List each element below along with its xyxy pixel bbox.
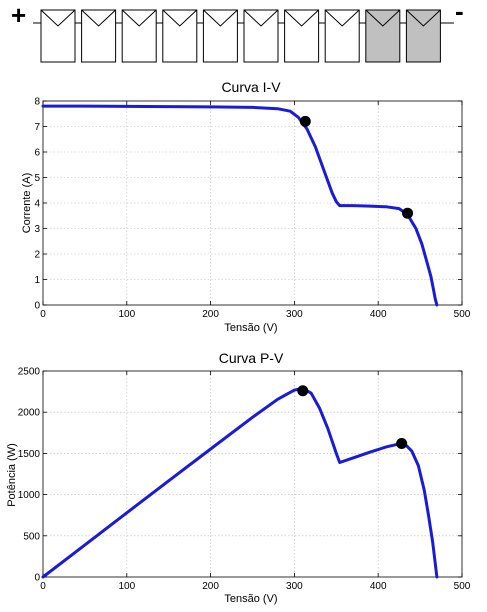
pv-x-tick-label: 500	[454, 581, 471, 592]
pv-module	[81, 9, 117, 63]
pv-module	[243, 9, 279, 63]
bypass-diode-mark	[365, 9, 401, 27]
pv-y-tick-label: 2500	[18, 367, 41, 378]
iv-mpp-marker	[402, 207, 414, 219]
iv-x-tick-label: 500	[454, 309, 471, 320]
pv-curve-chart: Curva P-V Tensão (V) Potência (W) 0 100 20…	[6, 350, 471, 605]
pv-x-axis-label: Tensão (V)	[224, 593, 277, 605]
pv-module-body	[40, 9, 76, 63]
pv-module	[121, 9, 157, 63]
bypass-diode-mark	[406, 9, 441, 27]
iv-y-tick-label: 7	[34, 122, 40, 133]
pv-x-tick-label: 100	[118, 581, 135, 592]
pv-module-body	[243, 9, 279, 63]
pv-y-axis-label: Potência (W)	[6, 443, 18, 507]
pv-module	[324, 9, 360, 63]
iv-curve-chart: Curva I-V Tensão (V) Corrente (A) 0 100 20…	[21, 79, 471, 334]
pv-y-tick-label: 1000	[18, 490, 41, 501]
pv-string-diagram: + -	[11, 0, 464, 63]
iv-y-tick-label: 5	[34, 173, 40, 184]
iv-x-tick-label: 0	[40, 309, 46, 320]
bypass-diode-mark	[121, 9, 157, 27]
pv-module-body	[365, 9, 401, 63]
pv-module-body	[405, 9, 441, 63]
iv-x-tick-label: 200	[202, 309, 219, 320]
positive-terminal-label: +	[11, 0, 26, 30]
iv-y-tick-label: 4	[34, 199, 40, 210]
iv-x-axis-label: Tensão (V)	[224, 322, 277, 334]
pv-x-tick-label: 0	[40, 581, 46, 592]
pv-module-shaded	[405, 9, 441, 63]
pv-y-tick-label: 2000	[18, 408, 41, 419]
pv-plot-area: 0 100 200 300 400 500 0 500 1000 1500 2000 2500	[18, 367, 471, 593]
pv-x-tick-label: 200	[202, 581, 219, 592]
iv-x-tick-label: 300	[286, 309, 303, 320]
bypass-diode-mark	[243, 9, 279, 27]
pv-mpp-marker	[297, 385, 309, 397]
pv-module	[162, 9, 198, 63]
bypass-diode-mark	[324, 9, 360, 27]
iv-axes-frame	[42, 100, 463, 306]
pv-chart-title: Curva P-V	[219, 350, 284, 366]
iv-series-line	[41, 104, 439, 307]
pv-module-body	[324, 9, 360, 63]
iv-y-tick-label: 0	[34, 301, 40, 312]
pv-y-tick-label: 0	[34, 573, 40, 584]
iv-y-axis-label: Corrente (A)	[21, 173, 33, 234]
bypass-diode-mark	[284, 9, 319, 27]
iv-y-tick-label: 8	[34, 97, 40, 108]
pv-x-tick-label: 400	[370, 581, 387, 592]
iv-y-tick-label: 1	[34, 275, 40, 286]
pv-mpp-marker	[396, 438, 408, 450]
pv-y-tick-label: 500	[23, 531, 40, 542]
bypass-diode-mark	[81, 9, 116, 27]
pv-module-body	[162, 9, 198, 63]
pv-module-body	[284, 9, 320, 63]
bypass-diode-mark	[162, 9, 198, 27]
pv-module	[40, 9, 76, 63]
iv-x-tick-label: 400	[370, 309, 387, 320]
pv-module	[202, 9, 238, 63]
pv-module-shaded	[365, 9, 401, 63]
pv-axes-frame	[42, 370, 463, 578]
iv-plot-area: 0 100 200 300 400 500 0 1 2 3 4 5 6 7 8	[34, 97, 470, 321]
iv-y-tick-label: 3	[34, 224, 40, 235]
pv-module-body	[121, 9, 157, 63]
pv-y-tick-label: 1500	[18, 449, 41, 460]
bypass-diode-mark	[203, 9, 238, 27]
pv-module	[284, 9, 320, 63]
pv-module-body	[81, 9, 117, 63]
iv-y-tick-label: 2	[34, 250, 40, 261]
pv-series-line	[41, 386, 439, 579]
iv-y-tick-label: 6	[34, 148, 40, 159]
iv-chart-title: Curva I-V	[221, 79, 281, 95]
bypass-diode-mark	[40, 9, 76, 27]
iv-x-tick-label: 100	[118, 309, 135, 320]
pv-x-tick-label: 300	[286, 581, 303, 592]
pv-module-body	[202, 9, 238, 63]
pv-modules-group	[40, 9, 441, 63]
negative-terminal-label: -	[455, 0, 464, 26]
iv-mpp-marker	[299, 115, 311, 127]
